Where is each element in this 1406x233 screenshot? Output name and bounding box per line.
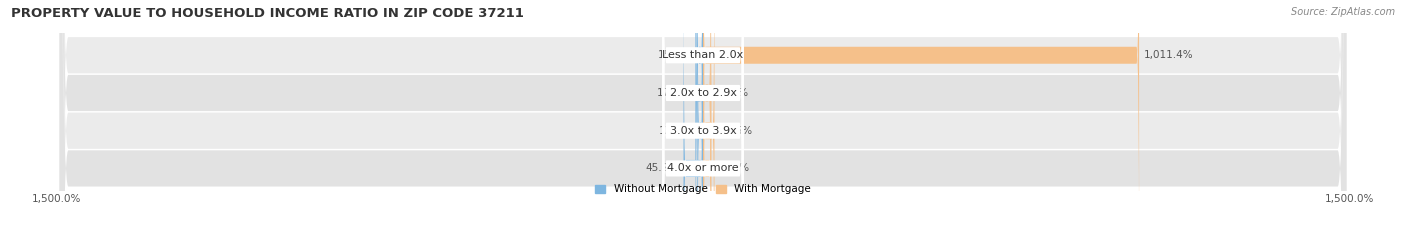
FancyBboxPatch shape — [703, 0, 1139, 233]
FancyBboxPatch shape — [59, 0, 1347, 233]
FancyBboxPatch shape — [696, 0, 703, 233]
FancyBboxPatch shape — [59, 0, 1347, 233]
FancyBboxPatch shape — [662, 0, 744, 233]
FancyBboxPatch shape — [662, 0, 744, 233]
FancyBboxPatch shape — [59, 0, 1347, 233]
Text: 1,011.4%: 1,011.4% — [1144, 50, 1194, 60]
FancyBboxPatch shape — [662, 0, 744, 233]
Text: PROPERTY VALUE TO HOUSEHOLD INCOME RATIO IN ZIP CODE 37211: PROPERTY VALUE TO HOUSEHOLD INCOME RATIO… — [11, 7, 524, 20]
FancyBboxPatch shape — [703, 0, 711, 233]
Text: 17.7%: 17.7% — [657, 88, 690, 98]
Text: 15.2%: 15.2% — [658, 50, 692, 60]
Text: 4.0x or more: 4.0x or more — [668, 163, 738, 173]
FancyBboxPatch shape — [703, 0, 714, 233]
FancyBboxPatch shape — [59, 0, 1347, 233]
FancyBboxPatch shape — [703, 0, 711, 233]
Text: 18.3%: 18.3% — [716, 88, 749, 98]
Legend: Without Mortgage, With Mortgage: Without Mortgage, With Mortgage — [591, 180, 815, 199]
Text: Less than 2.0x: Less than 2.0x — [662, 50, 744, 60]
FancyBboxPatch shape — [683, 0, 703, 233]
Text: 13.2%: 13.2% — [659, 126, 692, 136]
Text: Source: ZipAtlas.com: Source: ZipAtlas.com — [1291, 7, 1395, 17]
FancyBboxPatch shape — [662, 0, 744, 233]
Text: 2.0x to 2.9x: 2.0x to 2.9x — [669, 88, 737, 98]
FancyBboxPatch shape — [697, 0, 703, 233]
Text: 19.7%: 19.7% — [717, 163, 749, 173]
Text: 26.6%: 26.6% — [720, 126, 752, 136]
FancyBboxPatch shape — [696, 0, 703, 233]
Text: 3.0x to 3.9x: 3.0x to 3.9x — [669, 126, 737, 136]
Text: 45.2%: 45.2% — [645, 163, 678, 173]
